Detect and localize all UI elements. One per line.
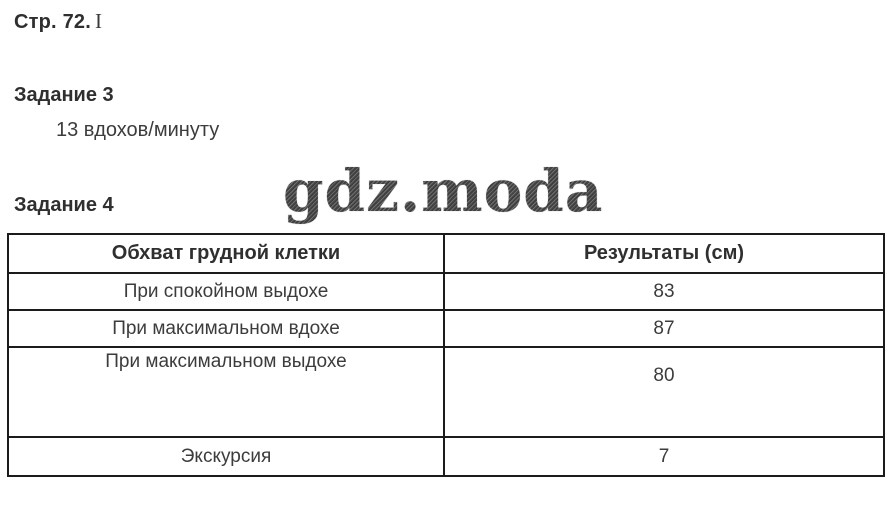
table-row: Экскурсия 7 bbox=[7, 436, 885, 477]
task4-title: Задание 4 bbox=[14, 194, 114, 216]
page-reference-suffix: I bbox=[94, 9, 103, 33]
row-label: При спокойном выдохе bbox=[7, 272, 445, 311]
table-header-parameter: Обхват грудной клетки bbox=[7, 233, 445, 274]
row-label: При максимальном вдохе bbox=[7, 309, 445, 348]
table-row: При максимальном выдохе 80 bbox=[7, 346, 885, 438]
row-value: 83 bbox=[443, 272, 885, 311]
table-row: При спокойном выдохе 83 bbox=[7, 272, 885, 311]
page-reference-text: Стр. 72. bbox=[14, 11, 91, 33]
page-reference: Стр. 72. I bbox=[14, 9, 102, 34]
task3-answer: 13 вдохов/минуту bbox=[56, 119, 220, 141]
task3-title: Задание 3 bbox=[14, 84, 114, 106]
row-label: При максимальном выдохе bbox=[7, 346, 445, 438]
table-row: При максимальном вдохе 87 bbox=[7, 309, 885, 348]
row-value: 7 bbox=[443, 436, 885, 477]
row-value: 87 bbox=[443, 309, 885, 348]
table-header-results: Результаты (см) bbox=[443, 233, 885, 274]
watermark-logo: gdz.moda bbox=[283, 157, 604, 225]
row-value: 80 bbox=[443, 346, 885, 438]
table-header-row: Обхват грудной клетки Результаты (см) bbox=[7, 233, 885, 274]
row-label: Экскурсия bbox=[7, 436, 445, 477]
measurements-table: Обхват грудной клетки Результаты (см) Пр… bbox=[7, 233, 885, 477]
